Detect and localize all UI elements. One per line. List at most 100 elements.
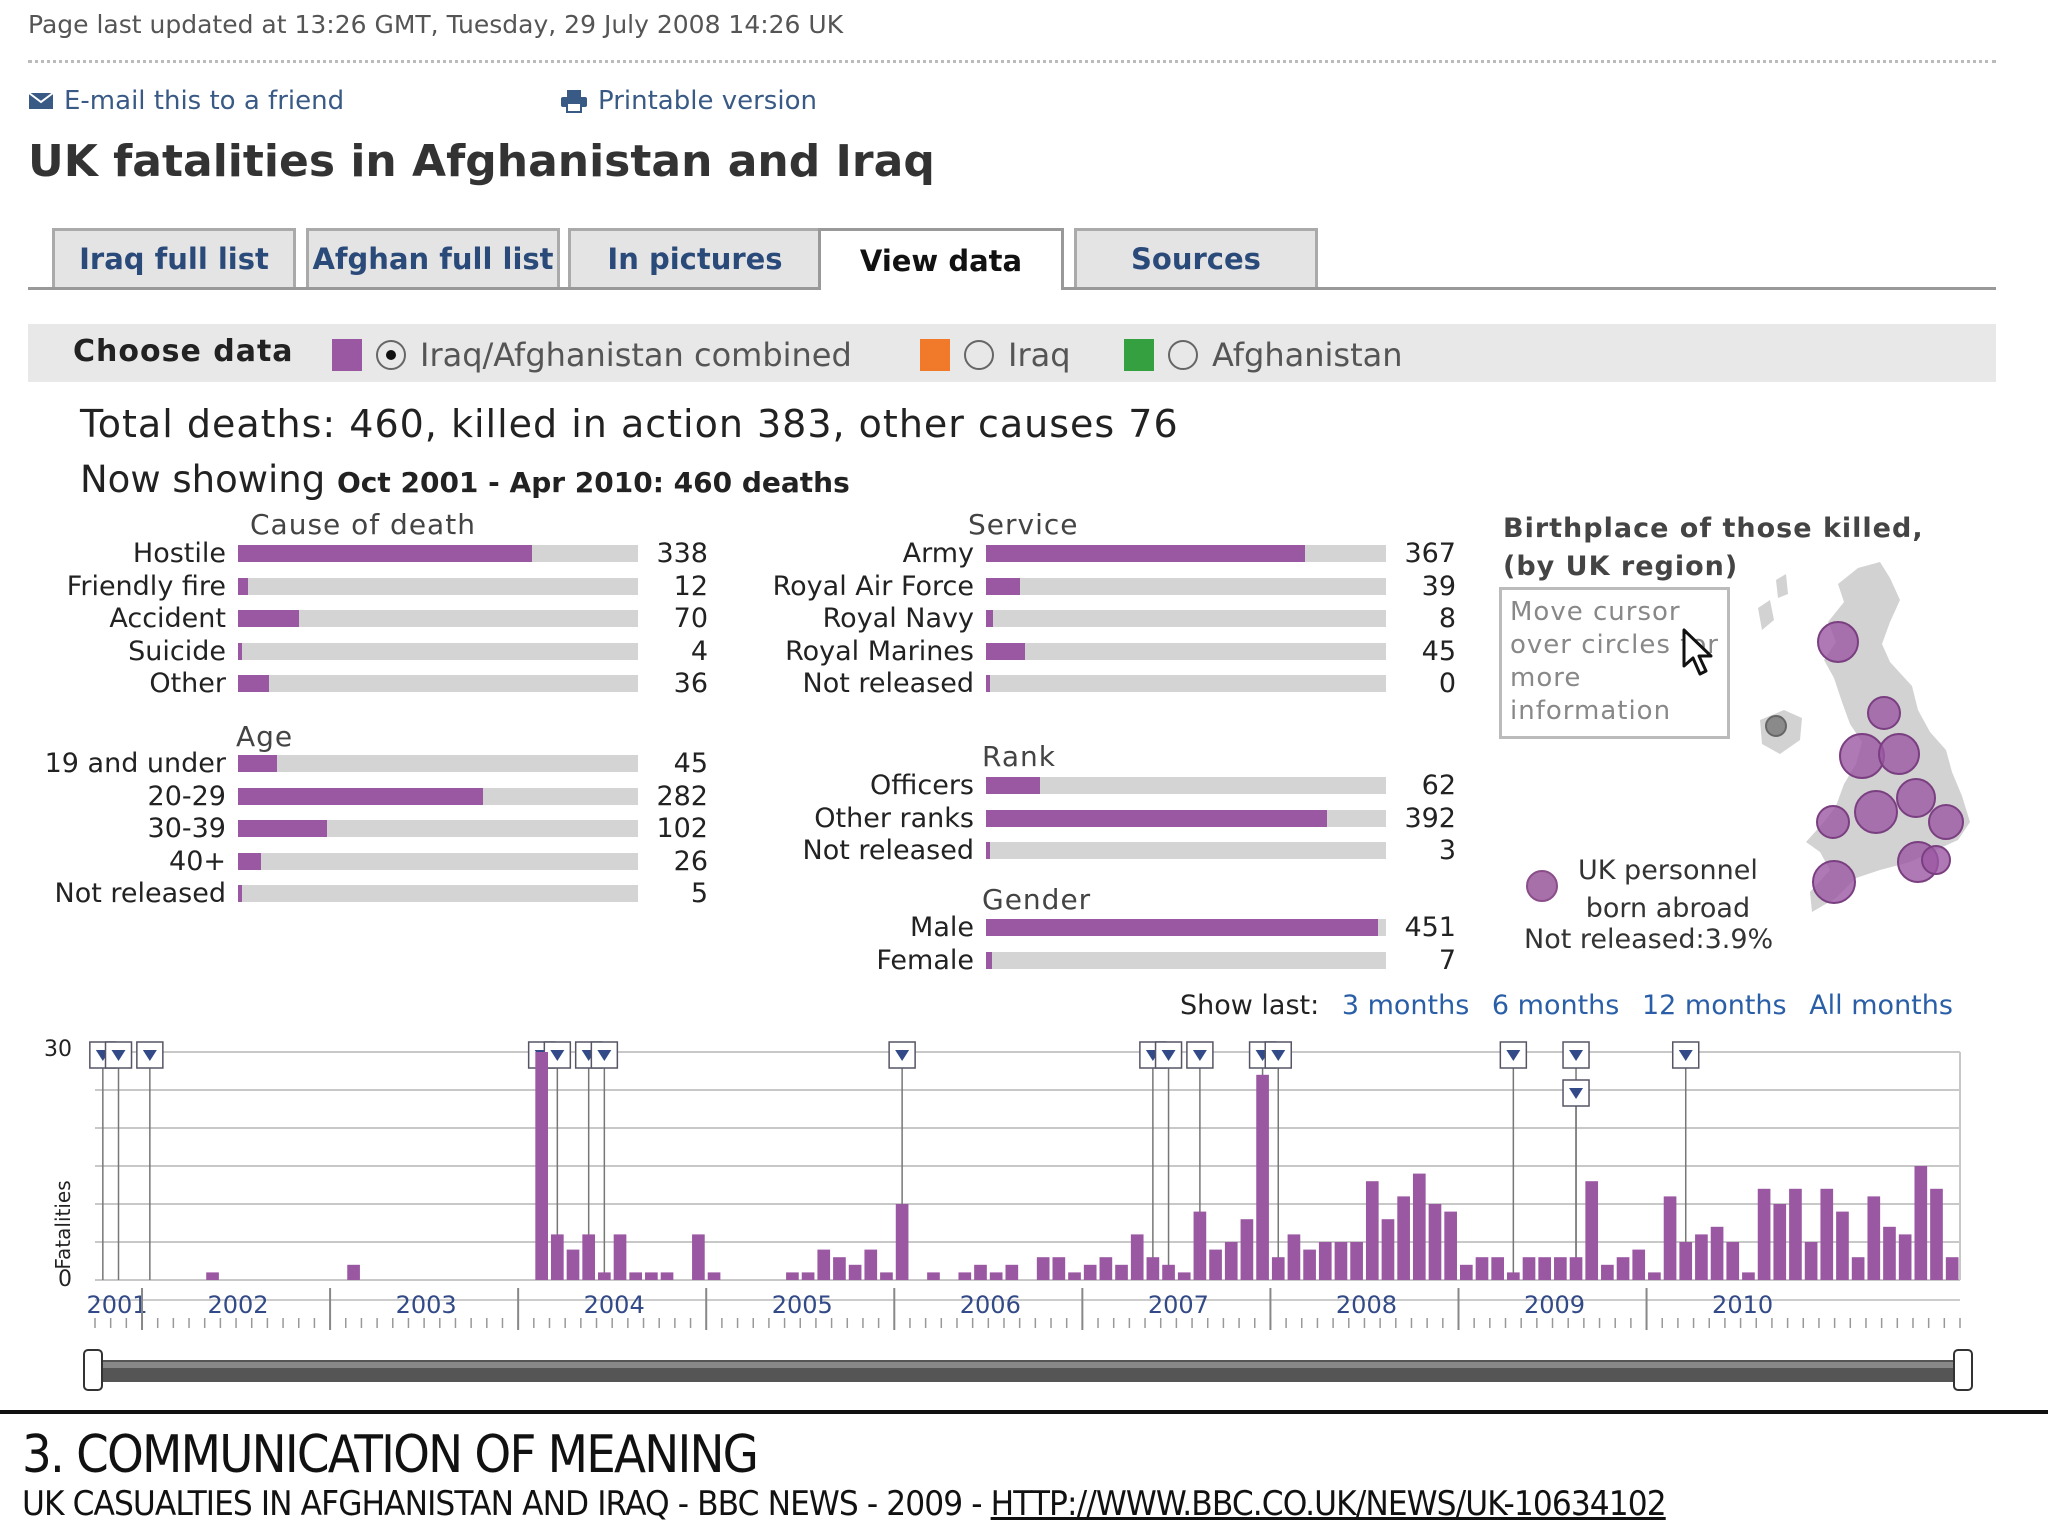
show-last-3-months[interactable]: 3 months <box>1341 990 1470 1021</box>
last-updated: Page last updated at 13:26 GMT, Tuesday,… <box>28 10 844 39</box>
show-last-12-months[interactable]: 12 months <box>1641 990 1787 1021</box>
region-circle-east-midlands[interactable] <box>1896 778 1936 818</box>
monthly-bar <box>1334 1242 1348 1280</box>
service-row: Not released 0 <box>0 668 2048 699</box>
monthly-bar <box>958 1272 972 1280</box>
monthly-bar <box>1224 1242 1238 1280</box>
marker-triangle-icon <box>895 1050 910 1061</box>
monthly-bar <box>1554 1257 1567 1280</box>
time-range-slider[interactable] <box>83 1349 1973 1391</box>
tab-in-pictures[interactable]: In pictures <box>568 228 822 287</box>
age-row: 19 and under 45 <box>0 748 2048 779</box>
region-circle-northern-ireland[interactable] <box>1765 715 1787 737</box>
cause-bar-fill <box>238 675 270 693</box>
region-circle-south-east[interactable] <box>1921 845 1951 875</box>
monthly-bar <box>566 1249 580 1280</box>
print-link[interactable]: Printable version <box>560 86 817 116</box>
cause-row-label: Other <box>149 668 226 700</box>
tab-iraq-full-list[interactable]: Iraq full list <box>52 228 296 287</box>
show-last-6-months[interactable]: 6 months <box>1491 990 1620 1021</box>
region-circle-scotland[interactable] <box>1817 621 1859 663</box>
email-link[interactable]: E-mail this to a friend <box>28 86 344 116</box>
monthly-bar <box>1475 1257 1489 1280</box>
monthly-bar <box>1601 1264 1614 1280</box>
slider-handle-right[interactable] <box>1953 1349 1973 1391</box>
region-circle-east[interactable] <box>1928 804 1964 840</box>
tab-sources[interactable]: Sources <box>1074 228 1318 287</box>
cause-bar-track <box>238 545 638 562</box>
show-last-all-months[interactable]: All months <box>1809 990 1953 1021</box>
x-tick-label: 2006 <box>960 1291 1021 1319</box>
service-bar-fill <box>986 577 1020 595</box>
monthly-bar <box>692 1234 705 1280</box>
monthly-bar <box>1789 1188 1802 1280</box>
monthly-bar <box>598 1272 611 1280</box>
monthly-bar <box>1804 1242 1818 1280</box>
monthly-bar <box>1491 1257 1505 1280</box>
born-abroad-line2: born abroad <box>1585 893 1751 924</box>
monthly-bar <box>629 1272 643 1280</box>
cause-row: Accident 70 <box>0 603 2048 635</box>
printer-icon <box>561 90 587 113</box>
service-bar-fill <box>986 610 993 628</box>
envelope-icon <box>28 92 54 109</box>
x-tick-label: 2009 <box>1524 1291 1585 1319</box>
age-heading: Age <box>236 720 294 753</box>
service-row: Royal Navy 8 <box>0 603 2048 635</box>
iraq-swatch <box>920 339 950 371</box>
born-abroad-circle[interactable] <box>1526 870 1558 902</box>
service-row-value: 8 <box>1438 603 1456 635</box>
age-row-value: 102 <box>656 813 708 845</box>
afghanistan-radio[interactable] <box>1168 340 1198 370</box>
mouse-cursor-icon <box>1682 628 1713 676</box>
monthly-bar <box>1663 1196 1677 1280</box>
option-afghanistan[interactable]: Afghanistan <box>1124 336 1403 374</box>
service-row-value: 39 <box>1421 570 1456 602</box>
monthly-bar <box>1350 1242 1363 1280</box>
iraq-radio[interactable] <box>964 340 994 370</box>
combined-radio[interactable] <box>376 340 406 370</box>
marker-triangle-icon <box>1161 1050 1176 1061</box>
gender-bar-fill <box>986 951 993 969</box>
age-bar-track <box>238 755 638 772</box>
tab-afghan-full-list[interactable]: Afghan full list <box>306 228 560 287</box>
rank-row-label: Not released <box>802 835 974 867</box>
print-link-label: Printable version <box>598 86 817 116</box>
cause-row-label: Accident <box>109 603 226 635</box>
monthly-bar <box>1883 1226 1896 1280</box>
cause-bar-fill <box>238 577 249 595</box>
region-circle-north-west[interactable] <box>1839 733 1885 779</box>
region-circle-north-east[interactable] <box>1867 696 1901 730</box>
monthly-bar <box>1318 1242 1332 1280</box>
monthly-bar <box>989 1272 1003 1280</box>
slider-handle-left[interactable] <box>83 1349 103 1391</box>
age-row-label: 19 and under <box>44 748 226 779</box>
monthly-bar <box>707 1272 721 1280</box>
service-bar-track <box>986 577 1386 595</box>
monthly-bar <box>1695 1234 1708 1280</box>
region-circle-south-west[interactable] <box>1812 860 1856 904</box>
region-circle-yorkshire[interactable] <box>1878 733 1920 775</box>
rank-bar-fill <box>986 777 1040 794</box>
option-combined[interactable]: Iraq/Afghanistan combined <box>332 336 852 374</box>
caption-source: UK CASUALTIES IN AFGHANISTAN AND IRAQ - … <box>22 1484 1667 1524</box>
marker-triangle-icon <box>111 1050 126 1061</box>
region-circle-wales[interactable] <box>1816 805 1850 839</box>
monthly-bar <box>1052 1257 1066 1280</box>
option-iraq[interactable]: Iraq <box>920 336 1071 374</box>
monthly-bar <box>848 1264 862 1280</box>
service-bar-fill <box>986 642 1026 660</box>
gender-row-label: Female <box>876 944 974 976</box>
service-row: Royal Air Force 39 <box>0 570 2048 602</box>
caption-source-url[interactable]: HTTP://WWW.BBC.CO.UK/NEWS/UK-10634102 <box>990 1484 1667 1524</box>
rank-row-value: 3 <box>1438 835 1456 867</box>
age-row: Not released 5 <box>0 878 2048 909</box>
y-axis-title: Fatalities <box>51 1180 75 1269</box>
service-bar-fill <box>986 675 990 693</box>
cause-bar-fill <box>238 642 242 660</box>
region-circle-west-midlands[interactable] <box>1854 790 1898 834</box>
monthly-bar <box>1397 1196 1410 1280</box>
born-abroad-label: UK personnel born abroad <box>1578 852 1758 928</box>
tab-view-data[interactable]: View data <box>818 228 1064 290</box>
service-heading: Service <box>968 508 1079 541</box>
